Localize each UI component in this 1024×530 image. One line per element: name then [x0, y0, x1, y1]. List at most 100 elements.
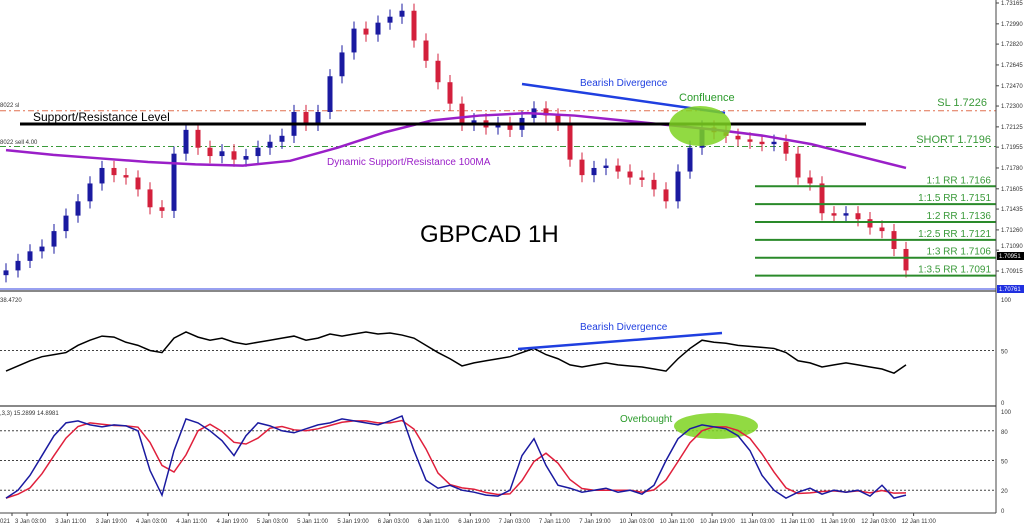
price-tick-label: 1.71605: [1001, 187, 1023, 193]
candle-body: [747, 139, 753, 142]
candle-body: [183, 129, 189, 154]
time-tick-label: 5 Jan 03:00: [257, 519, 289, 525]
candle-body: [51, 231, 57, 247]
price-tick-label: 1.72470: [1001, 84, 1023, 90]
time-tick-label: 3 Jan 19:00: [96, 519, 128, 525]
candle-body: [387, 16, 393, 23]
candle-body: [867, 219, 873, 228]
rsi-header: 38.4720: [0, 298, 22, 304]
overbought-label: Overbought: [620, 414, 672, 425]
time-tick-label: 7 Jan 11:00: [539, 519, 571, 525]
time-tick-label: 4 Jan 11:00: [176, 519, 208, 525]
candle-body: [267, 141, 273, 148]
candle-body: [627, 171, 633, 178]
sl-label: SL 1.7226: [937, 97, 987, 109]
candle-body: [807, 177, 813, 184]
price-tick-label: 1.72125: [1001, 125, 1023, 131]
time-tick-label: 021: [0, 519, 11, 525]
rr-label: 1:2.5 RR 1.7121: [918, 229, 991, 240]
stoch-d-line: [5, 419, 907, 499]
rsi-tick-label: 100: [1001, 298, 1012, 304]
candle-body: [615, 165, 621, 172]
candle-body: [903, 248, 909, 271]
short-label: SHORT 1.7196: [916, 134, 991, 146]
price-tick-label: 1.71780: [1001, 166, 1023, 172]
confluence-highlight: [669, 106, 731, 146]
candle-body: [819, 183, 825, 214]
stoch-k-line: [5, 414, 907, 499]
candle-body: [603, 165, 609, 168]
candle-body: [231, 151, 237, 160]
candle-body: [39, 246, 45, 252]
candle-body: [435, 60, 441, 83]
price-tick-label: 1.72990: [1001, 22, 1023, 28]
candle-body: [855, 213, 861, 220]
price-tick-label: 1.71955: [1001, 145, 1023, 151]
rsi-tick-label: 0: [1001, 401, 1005, 407]
stoch-tick-label: 50: [1001, 460, 1008, 466]
candle-body: [159, 207, 165, 211]
candle-body: [543, 108, 549, 116]
candle-body: [735, 135, 741, 140]
time-tick-label: 5 Jan 11:00: [297, 519, 329, 525]
candle-body: [219, 151, 225, 157]
ma-label: Dynamic Support/Resistance 100MA: [327, 157, 491, 168]
candle-body: [111, 167, 117, 176]
candle-body: [399, 10, 405, 17]
candle-body: [663, 189, 669, 202]
candle-body: [555, 115, 561, 124]
time-tick-label: 3 Jan 11:00: [55, 519, 87, 525]
candle-body: [99, 167, 105, 184]
candle-body: [27, 251, 33, 261]
time-tick-label: 12 Jan 03:00: [861, 519, 896, 525]
stoch-tick-label: 100: [1001, 410, 1012, 416]
panel-separator: [0, 405, 996, 407]
stoch-tick-label: 80: [1001, 430, 1008, 436]
blue-price-label: 1.70761: [999, 287, 1021, 293]
stoch-tick-label: 0: [1001, 509, 1005, 515]
candle-body: [759, 141, 765, 145]
candle-body: [195, 129, 201, 148]
time-tick-label: 10 Jan 03:00: [620, 519, 655, 525]
candle-body: [771, 141, 777, 145]
panel-separator: [0, 290, 996, 292]
candle-body: [639, 177, 645, 180]
blue-price-box: [997, 285, 1024, 293]
candle-body: [339, 52, 345, 77]
candle-body: [75, 201, 81, 216]
candle-body: [123, 175, 129, 178]
price-tick-label: 1.72820: [1001, 42, 1023, 48]
candle-body: [363, 28, 369, 35]
candle-body: [783, 141, 789, 154]
price-tick-label: 1.71260: [1001, 228, 1023, 234]
time-tick-label: 6 Jan 03:00: [378, 519, 410, 525]
time-tick-label: 10 Jan 19:00: [700, 519, 735, 525]
price-tick-label: 1.70915: [1001, 269, 1023, 275]
candle-body: [687, 147, 693, 172]
candle-body: [795, 153, 801, 178]
time-tick-label: 11 Jan 19:00: [821, 519, 856, 525]
candle-body: [375, 22, 381, 35]
stochastic-panel: [0, 413, 996, 499]
rr-label: 1:1 RR 1.7166: [927, 175, 992, 186]
candle-body: [423, 40, 429, 61]
candle-body: [207, 147, 213, 157]
candle-body: [327, 76, 333, 112]
time-tick-label: 7 Jan 19:00: [579, 519, 611, 525]
rsi-divergence-line: [517, 331, 723, 351]
candle-body: [411, 10, 417, 41]
confluence-label: Confluence: [679, 92, 735, 104]
order-sl-label: 8022 sl: [0, 103, 19, 109]
candle-body: [171, 153, 177, 211]
candle-body: [495, 123, 501, 128]
time-tick-label: 3 Jan 03:00: [15, 519, 47, 525]
time-tick-label: 12 Jan 11:00: [902, 519, 937, 525]
bearish-divergence-label: Bearish Divergence: [580, 78, 668, 89]
price-tick-label: 1.71435: [1001, 207, 1023, 213]
support-resistance-label: Support/Resistance Level: [33, 110, 170, 124]
candle-body: [471, 120, 477, 124]
candle-body: [63, 215, 69, 232]
rr-label: 1:2 RR 1.7136: [927, 211, 992, 222]
candle-body: [135, 177, 141, 190]
